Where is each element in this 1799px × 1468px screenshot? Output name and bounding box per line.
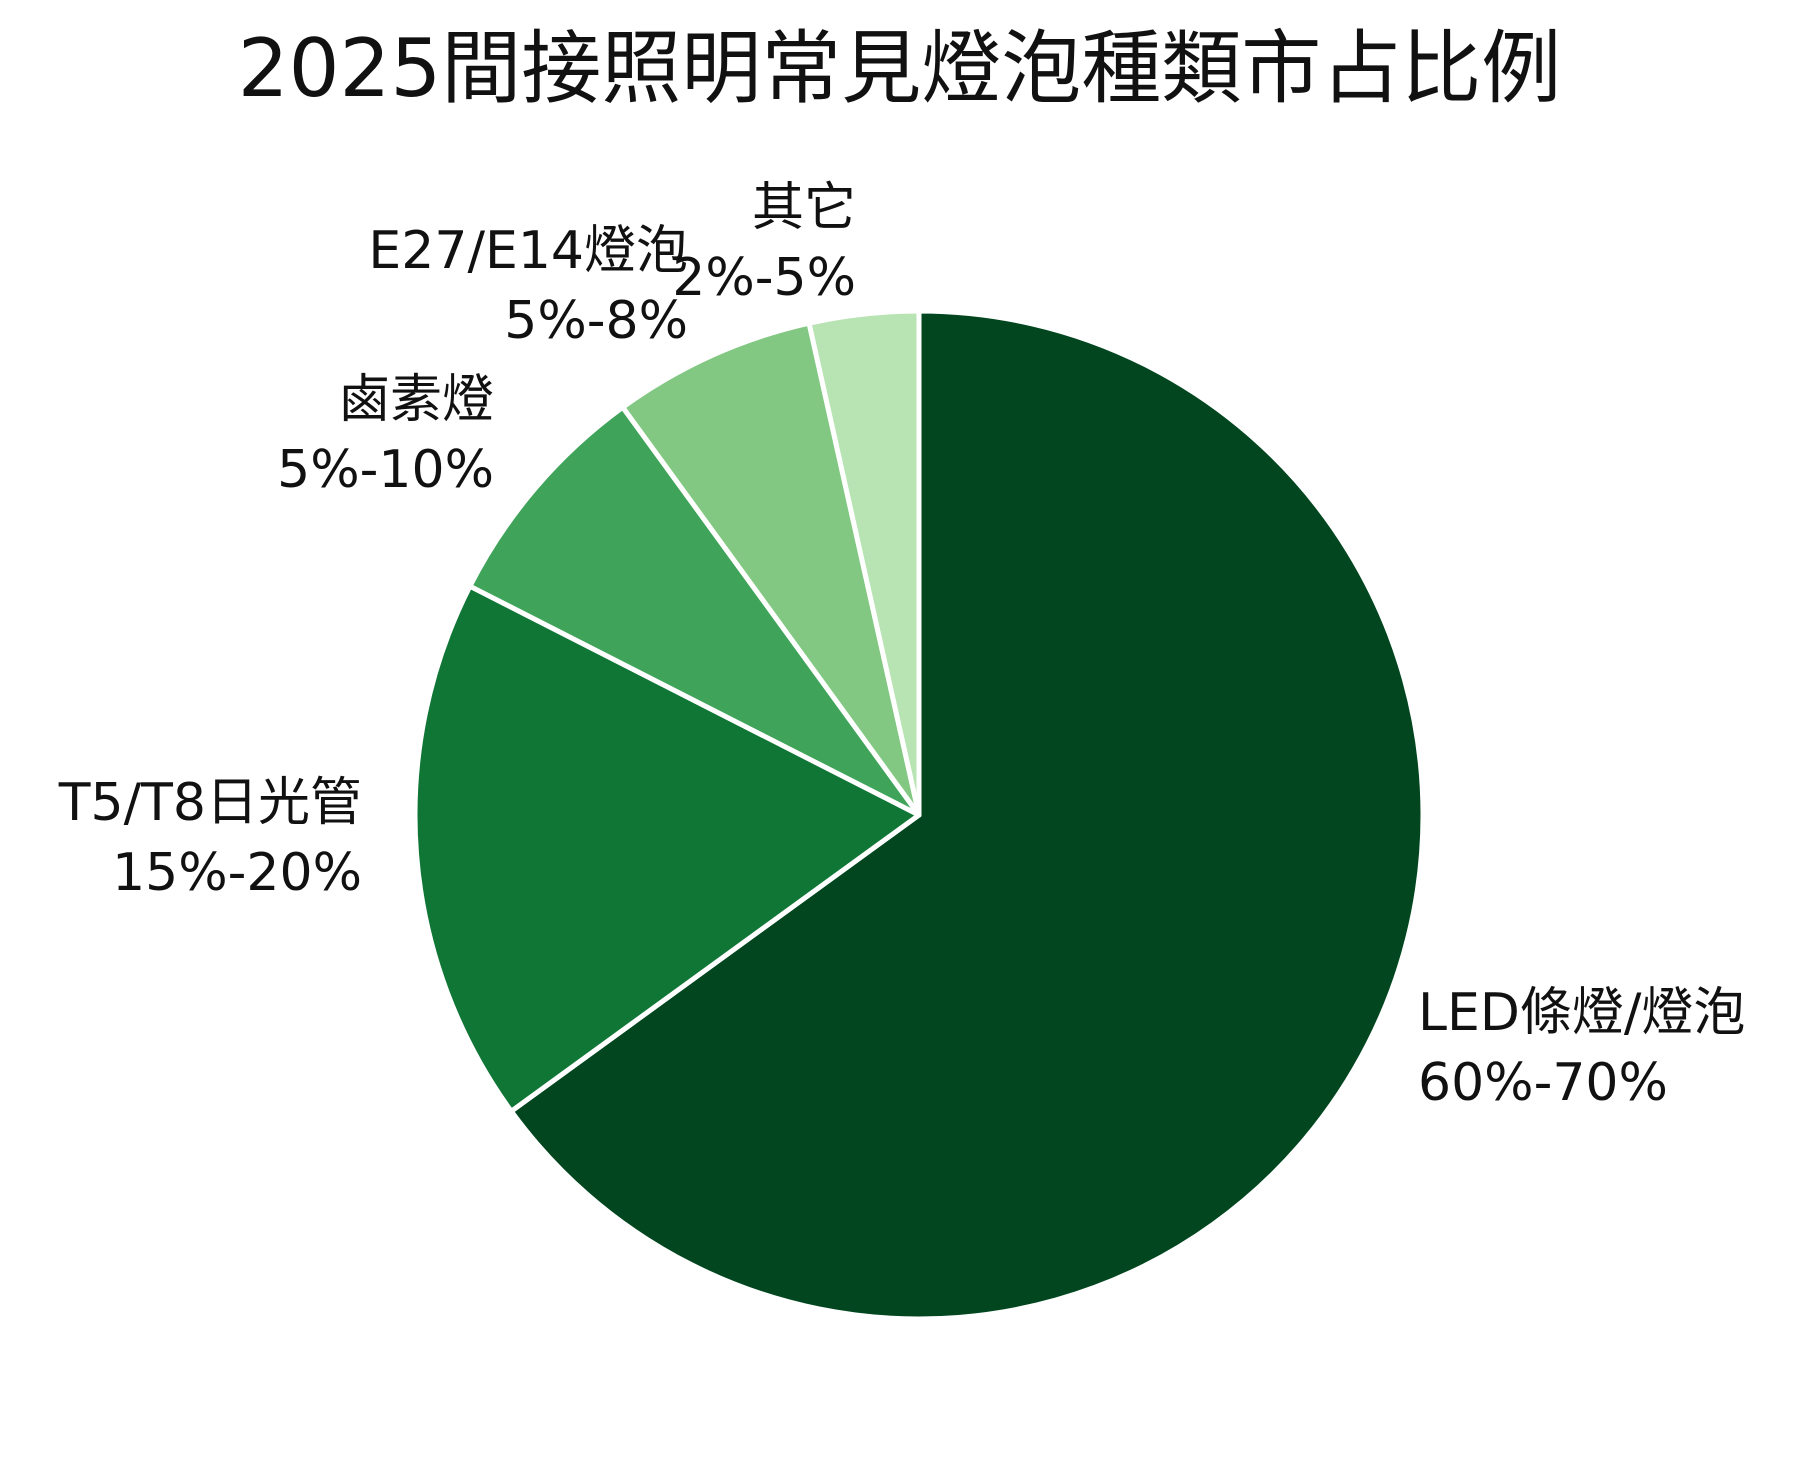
slice-label: 鹵素燈 (338, 370, 494, 430)
slice-value-label: 60%-70% (1418, 1053, 1668, 1113)
slice-label: 其它 (752, 178, 856, 238)
pie-slice (620, 320, 922, 818)
slice-value-label: 5%-10% (277, 440, 494, 500)
slice-value-label: 2%-5% (672, 248, 856, 308)
pie-slice (412, 583, 922, 1114)
slice-label: LED條燈/燈泡 (1418, 983, 1745, 1043)
chart-title: 2025間接照明常見燈泡種類市占比例 (237, 22, 1562, 115)
pie-slice (508, 308, 1426, 1322)
slice-label: T5/T8日光管 (58, 773, 362, 833)
pie-slice (467, 404, 922, 818)
pie-slice (806, 308, 922, 818)
pie-slices (412, 308, 1426, 1322)
pie-labels: LED條燈/燈泡 60%-70% T5/T8日光管 15%-20% 鹵素燈 5%-10% E… (58, 178, 1746, 1113)
slice-label: E27/E14燈泡 (368, 221, 688, 281)
slice-value-label: 15%-20% (112, 843, 362, 903)
slice-value-label: 5%-8% (504, 291, 688, 351)
